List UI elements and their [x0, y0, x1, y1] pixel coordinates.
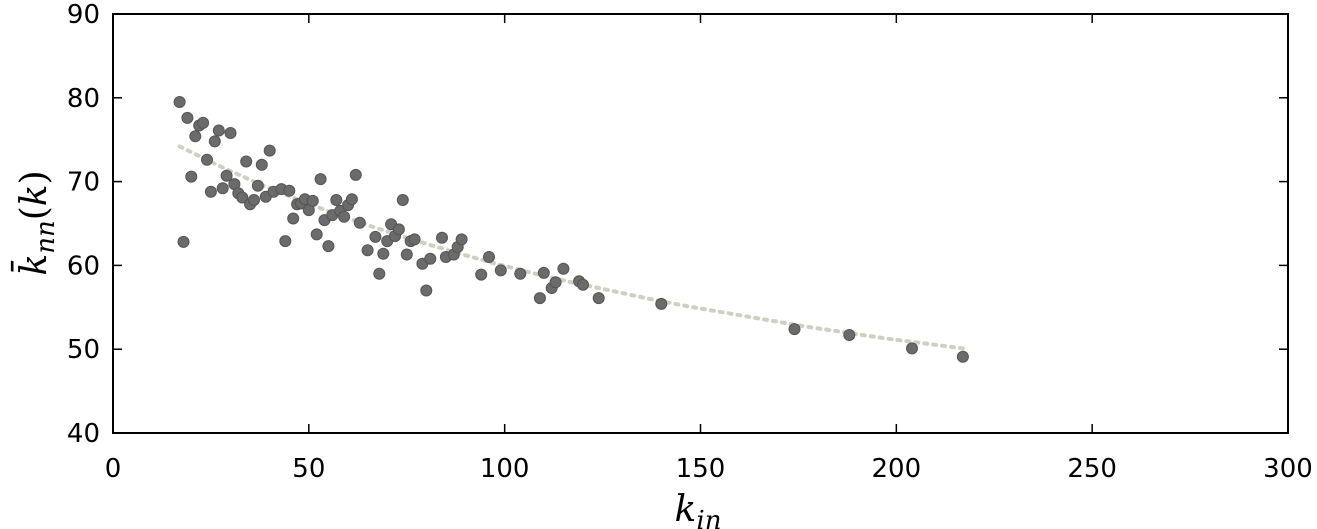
data-point	[494, 264, 507, 277]
data-point	[483, 251, 495, 263]
x-tick-label: 200	[872, 454, 922, 484]
data-point	[956, 350, 969, 363]
data-point	[204, 185, 217, 198]
data-point	[185, 170, 198, 183]
data-point	[216, 182, 229, 195]
x-tick-label: 250	[1067, 454, 1117, 484]
ticks-layer	[112, 13, 1289, 434]
data-point	[906, 342, 918, 355]
x-tick-label: 0	[105, 454, 122, 484]
data-point	[843, 329, 856, 341]
x-axis-label: kin	[675, 489, 722, 529]
data-point	[392, 223, 405, 236]
data-point	[369, 230, 382, 243]
data-point	[455, 233, 468, 246]
data-point	[338, 210, 351, 223]
data-point	[349, 168, 362, 181]
data-point	[255, 158, 268, 171]
data-point	[436, 231, 448, 244]
data-point	[514, 267, 527, 280]
data-point	[424, 252, 437, 265]
data-point	[310, 228, 323, 241]
tick-labels-layer: 0 50 100 150 200 250 300 40 50 60 70 80 90	[67, 0, 1313, 484]
data-point	[236, 191, 249, 204]
data-point	[396, 194, 409, 206]
data-point	[330, 194, 343, 206]
data-point	[345, 193, 358, 206]
data-point	[224, 127, 237, 139]
fit-curve	[177, 144, 965, 351]
y-tick-label: 40	[67, 419, 100, 449]
data-point	[373, 267, 386, 280]
data-point	[251, 179, 264, 192]
data-point	[400, 248, 413, 261]
data-point	[173, 96, 186, 108]
data-point	[408, 233, 421, 246]
y-tick-label: 70	[67, 168, 100, 198]
data-point	[549, 276, 562, 289]
data-point	[655, 297, 668, 310]
data-point	[287, 212, 300, 225]
x-tick-label: 100	[480, 454, 530, 484]
data-point	[181, 111, 194, 124]
points-layer	[173, 96, 969, 363]
data-point	[189, 130, 202, 143]
data-point	[283, 184, 296, 197]
data-point	[197, 116, 210, 129]
data-point	[577, 278, 589, 291]
y-tick-label: 90	[67, 0, 100, 30]
data-point	[240, 155, 253, 168]
data-point	[306, 194, 319, 207]
data-point	[475, 268, 488, 281]
data-point	[279, 235, 292, 248]
data-point	[557, 262, 570, 275]
x-tick-label: 150	[676, 454, 726, 484]
data-point	[248, 194, 260, 206]
data-point	[177, 235, 190, 248]
x-tick-label: 300	[1263, 454, 1313, 484]
data-point	[377, 247, 390, 260]
data-point	[263, 144, 276, 157]
data-point	[220, 169, 233, 182]
plot-frame	[112, 13, 1289, 434]
data-point	[201, 153, 213, 166]
data-point	[361, 244, 374, 257]
data-point	[353, 216, 366, 229]
data-point	[533, 292, 546, 305]
y-tick-label: 60	[67, 251, 100, 281]
data-point	[537, 266, 550, 279]
y-axis-label: k̄nn(k)	[11, 170, 61, 275]
y-tick-label: 50	[67, 335, 100, 365]
x-tick-label: 50	[292, 454, 325, 484]
data-point	[592, 292, 605, 305]
data-point	[322, 240, 335, 253]
data-point	[212, 124, 225, 137]
y-tick-label: 80	[67, 84, 100, 114]
fit-layer	[177, 144, 965, 351]
data-point	[208, 135, 221, 148]
data-point	[788, 323, 801, 336]
data-point	[314, 173, 327, 186]
data-point	[420, 284, 433, 297]
